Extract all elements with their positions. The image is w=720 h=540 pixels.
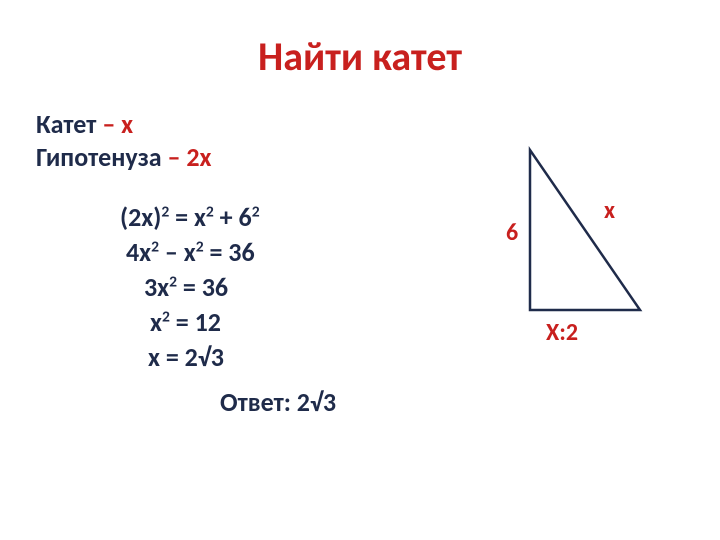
answer-label: Ответ: <box>220 386 297 418</box>
solution-steps: (2х)2 = х2 + 62 4х2 – х2 = 36 3х2 = 36 х… <box>120 200 260 375</box>
given-hyp: Гипотенуза – 2х <box>36 141 212 174</box>
hyp-value: 2х <box>186 141 211 173</box>
slide-root: Найти катет Катет – х Гипотенуза – 2х (2… <box>0 0 720 540</box>
label-vertical-leg: 6 <box>506 218 518 247</box>
slide-title: Найти катет <box>0 32 720 81</box>
label-scale: Х:2 <box>546 318 578 347</box>
answer-value: 2√3 <box>297 386 336 418</box>
label-hypotenuse: х <box>604 196 615 225</box>
triangle-shape <box>530 150 640 310</box>
step-5: х = 2√3 <box>120 340 260 375</box>
leg-label: Катет <box>36 108 96 140</box>
answer-line: Ответ: 2√3 <box>220 386 336 418</box>
triangle-svg <box>500 140 680 360</box>
triangle-diagram: 6 х Х:2 <box>500 140 680 360</box>
step-2: 4х2 – х2 = 36 <box>120 235 260 270</box>
leg-value: х <box>121 108 133 140</box>
step-1: (2х)2 = х2 + 62 <box>120 200 260 235</box>
dash2: – <box>168 141 187 173</box>
dash: – <box>102 108 121 140</box>
given-block: Катет – х Гипотенуза – 2х <box>36 108 212 173</box>
given-leg: Катет – х <box>36 108 212 141</box>
step-3: 3х2 = 36 <box>120 270 260 305</box>
hyp-label: Гипотенуза <box>36 141 162 173</box>
step-4: х2 = 12 <box>120 305 260 340</box>
